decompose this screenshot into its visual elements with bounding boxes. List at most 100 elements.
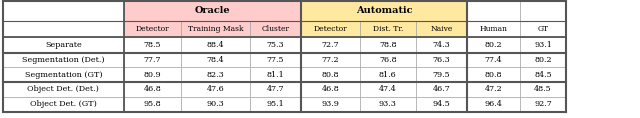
Bar	[181, 21, 250, 37]
Bar	[467, 82, 520, 97]
Text: 80.2: 80.2	[484, 41, 502, 49]
Text: 77.4: 77.4	[484, 56, 502, 64]
Text: 93.3: 93.3	[379, 100, 397, 108]
Bar	[520, 21, 566, 37]
Text: 78.5: 78.5	[143, 41, 161, 49]
Text: Separate: Separate	[45, 41, 82, 49]
Bar	[124, 53, 181, 67]
Text: 72.7: 72.7	[321, 41, 339, 49]
Text: Detector: Detector	[314, 25, 347, 33]
Bar	[467, 37, 520, 53]
Text: Training Mask: Training Mask	[188, 25, 243, 33]
Bar	[3, 37, 124, 53]
Text: 93.9: 93.9	[321, 100, 339, 108]
Bar	[181, 82, 250, 97]
Text: 46.8: 46.8	[143, 85, 161, 93]
Bar	[301, 1, 467, 21]
Text: GT: GT	[538, 25, 548, 33]
Bar	[124, 1, 301, 21]
Bar	[467, 53, 520, 67]
Text: 96.4: 96.4	[484, 100, 502, 108]
Text: 92.7: 92.7	[534, 100, 552, 108]
Text: 47.2: 47.2	[484, 85, 502, 93]
Text: 46.8: 46.8	[321, 85, 339, 93]
Bar	[467, 1, 520, 21]
Text: 48.5: 48.5	[534, 85, 552, 93]
Bar	[520, 53, 566, 67]
Bar	[360, 53, 416, 67]
Text: 94.5: 94.5	[433, 100, 451, 108]
Text: 93.1: 93.1	[534, 41, 552, 49]
Text: 90.3: 90.3	[207, 100, 224, 108]
Text: Oracle: Oracle	[195, 6, 230, 15]
Text: 77.5: 77.5	[266, 56, 284, 64]
Bar	[301, 67, 360, 82]
Text: 95.1: 95.1	[266, 100, 284, 108]
Bar	[301, 82, 360, 97]
Text: 80.2: 80.2	[534, 56, 552, 64]
Bar	[181, 67, 250, 82]
Bar	[416, 82, 467, 97]
Bar	[124, 37, 181, 53]
Bar	[301, 97, 360, 112]
Text: Human: Human	[479, 25, 508, 33]
Text: 80.9: 80.9	[143, 71, 161, 79]
Bar	[520, 37, 566, 53]
Text: 84.5: 84.5	[534, 71, 552, 79]
Bar	[520, 97, 566, 112]
Bar	[360, 97, 416, 112]
Text: 47.7: 47.7	[266, 85, 284, 93]
Bar	[250, 67, 301, 82]
Bar	[416, 21, 467, 37]
Text: Automatic: Automatic	[356, 6, 412, 15]
Bar	[124, 67, 181, 82]
Text: Naive: Naive	[431, 25, 452, 33]
Text: Segmentation (GT): Segmentation (GT)	[24, 71, 102, 79]
Bar	[301, 53, 360, 67]
Text: Detector: Detector	[136, 25, 169, 33]
Text: 81.6: 81.6	[379, 71, 397, 79]
Bar	[360, 67, 416, 82]
Bar	[3, 53, 124, 67]
Bar	[3, 67, 124, 82]
Text: 74.3: 74.3	[433, 41, 451, 49]
Bar	[416, 97, 467, 112]
Bar	[181, 53, 250, 67]
Bar	[181, 37, 250, 53]
Bar	[467, 97, 520, 112]
Bar	[301, 21, 360, 37]
Bar	[360, 21, 416, 37]
Bar	[520, 1, 566, 21]
Text: 76.8: 76.8	[379, 56, 397, 64]
Text: 95.8: 95.8	[143, 100, 161, 108]
Bar	[416, 37, 467, 53]
Text: 47.4: 47.4	[379, 85, 397, 93]
Bar	[250, 53, 301, 67]
Text: 75.3: 75.3	[266, 41, 284, 49]
Bar	[181, 97, 250, 112]
Bar	[250, 82, 301, 97]
Text: 78.4: 78.4	[207, 56, 224, 64]
Bar	[301, 37, 360, 53]
Text: 77.2: 77.2	[321, 56, 339, 64]
Bar	[467, 67, 520, 82]
Text: 46.7: 46.7	[433, 85, 451, 93]
Bar	[250, 37, 301, 53]
Text: 77.7: 77.7	[143, 56, 161, 64]
Bar	[124, 97, 181, 112]
Bar	[124, 21, 181, 37]
Text: 79.5: 79.5	[433, 71, 451, 79]
Text: 81.1: 81.1	[266, 71, 284, 79]
Bar	[416, 67, 467, 82]
Bar	[467, 21, 520, 37]
Text: Object Det. (GT): Object Det. (GT)	[30, 100, 97, 108]
Text: 88.4: 88.4	[207, 41, 224, 49]
Bar	[124, 82, 181, 97]
Bar	[520, 82, 566, 97]
Bar	[3, 21, 124, 37]
Bar	[416, 53, 467, 67]
Text: 82.3: 82.3	[207, 71, 224, 79]
Text: 80.8: 80.8	[484, 71, 502, 79]
Bar	[250, 97, 301, 112]
Text: 80.8: 80.8	[321, 71, 339, 79]
